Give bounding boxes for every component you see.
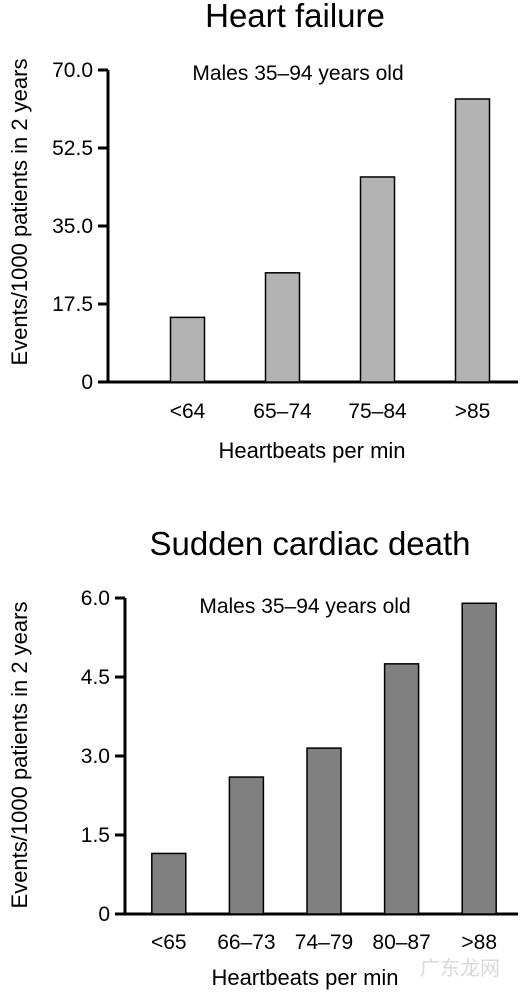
y-tick-label: 3.0 [81, 745, 110, 768]
watermark: 广东龙网 [420, 957, 500, 980]
bar [454, 98, 491, 383]
chart-sudden-cardiac-death: Sudden cardiac death Males 35–94 years o… [7, 525, 518, 990]
x-tick-label: <65 [151, 931, 187, 954]
y-axis-label: Events/1000 patients in 2 years [7, 59, 32, 366]
chart-annotation: Males 35–94 years old [192, 62, 403, 85]
x-ticks: <65 66–73 74–79 80–87 >88 [151, 931, 497, 954]
x-tick-label: 66–73 [217, 931, 275, 954]
y-tick-label: 70.0 [52, 59, 93, 82]
chart-annotation: Males 35–94 years old [199, 595, 410, 618]
bar [359, 176, 396, 383]
bar [151, 852, 187, 915]
y-tick-label: 1.5 [81, 824, 110, 847]
bar [228, 776, 265, 915]
chart-title: Sudden cardiac death [149, 525, 470, 562]
y-tick-label: 0 [98, 903, 110, 926]
y-axis-label: Events/1000 patients in 2 years [7, 602, 32, 909]
y-tick-label: 4.5 [81, 666, 110, 689]
x-ticks: <64 65–74 75–84 >85 [170, 400, 491, 423]
y-ticks: 0 1.5 3.0 4.5 6.0 [81, 587, 125, 926]
y-tick-label: 17.5 [52, 293, 93, 316]
y-tick-label: 52.5 [52, 137, 93, 160]
chart-title: Heart failure [205, 0, 385, 34]
bar [383, 663, 420, 915]
x-tick-label: 65–74 [253, 400, 312, 423]
y-tick-label: 35.0 [52, 215, 93, 238]
x-axis-label: Heartbeats per min [211, 965, 398, 990]
x-tick-label: 74–79 [295, 931, 353, 954]
y-tick-label: 0 [81, 371, 93, 394]
x-tick-label: <64 [170, 400, 206, 423]
bar [264, 272, 301, 383]
y-ticks: 0 17.5 35.0 52.5 70.0 [52, 59, 108, 394]
bar [169, 316, 206, 383]
bars [151, 602, 497, 915]
x-tick-label: >88 [461, 931, 497, 954]
x-tick-label: 75–84 [348, 400, 407, 423]
x-tick-label: 80–87 [372, 931, 430, 954]
x-axis-label: Heartbeats per min [218, 438, 405, 463]
bar [461, 602, 497, 915]
chart-heart-failure: Heart failure Males 35–94 years old Even… [7, 0, 518, 463]
bars [169, 98, 491, 383]
x-tick-label: >85 [455, 400, 491, 423]
y-tick-label: 6.0 [81, 587, 110, 610]
bar [306, 747, 342, 915]
